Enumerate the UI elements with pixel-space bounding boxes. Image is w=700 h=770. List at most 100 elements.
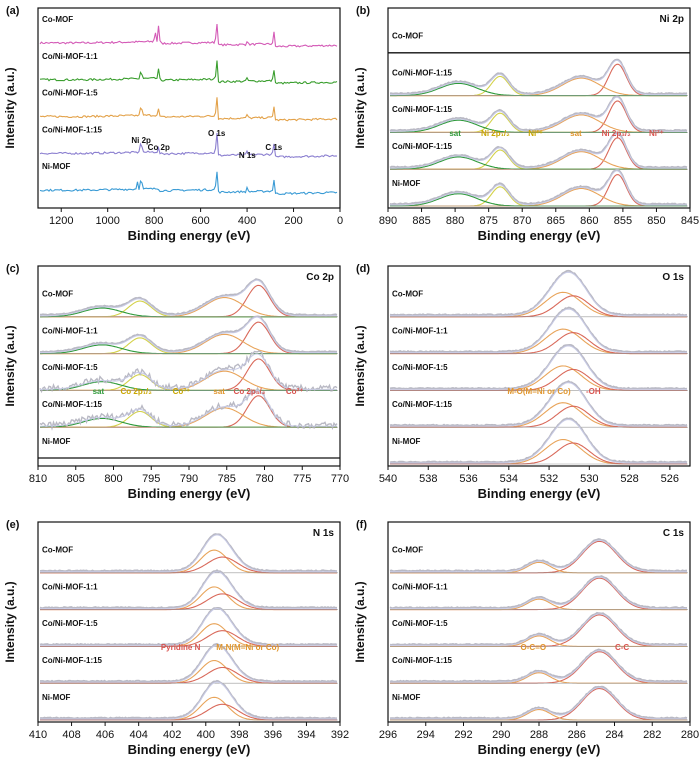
- peak-annotation: sat: [93, 387, 105, 396]
- x-axis-label: Binding energy (eV): [128, 742, 251, 757]
- fit-envelope: [390, 650, 687, 683]
- x-tick-label: 284: [605, 729, 623, 741]
- x-tick-label: 292: [454, 729, 472, 741]
- fit-envelope: [390, 539, 687, 573]
- x-tick-label: 870: [513, 215, 531, 227]
- x-tick-label: 392: [331, 729, 349, 741]
- plot-frame: [387, 265, 691, 467]
- x-tick-label: 845: [681, 215, 699, 227]
- x-tick-label: 880: [446, 215, 464, 227]
- fit-peak-red: [390, 688, 687, 721]
- x-tick-label: 530: [580, 473, 598, 485]
- x-tick-label: 850: [647, 215, 665, 227]
- chart-a: 1200 1000 800 600 400 200 0 Binding energy (eV)…: [3, 5, 343, 243]
- fit-envelope: [390, 613, 687, 646]
- x-tick-label: 600: [191, 215, 209, 227]
- peak-annotation: O 1s: [208, 129, 226, 138]
- peak-annotation: Ni 2p₃/₂: [602, 129, 631, 138]
- series-label: Co-MOF: [392, 290, 423, 299]
- series-label: Co/Ni-MOF-1:5: [42, 89, 98, 98]
- x-tick-label: 398: [230, 729, 248, 741]
- x-axis-label: Binding energy (eV): [478, 228, 601, 243]
- series-label: Co-MOF: [42, 546, 73, 555]
- raw-spectrum: [389, 417, 688, 464]
- series-line: [39, 60, 338, 85]
- panel-title: Co 2p: [306, 272, 334, 283]
- fit-envelope: [40, 534, 337, 573]
- x-tick-label: 860: [580, 215, 598, 227]
- fit-envelope: [40, 390, 337, 427]
- fit-peak-red: [390, 332, 687, 355]
- series-label: Co/Ni-MOF-1:15: [392, 400, 453, 409]
- x-axis-label: Binding energy (eV): [478, 742, 601, 757]
- raw-spectrum: [389, 168, 688, 206]
- x-tick-label: 534: [500, 473, 518, 485]
- x-tick-label: 404: [129, 729, 147, 741]
- fit-envelope: [390, 59, 687, 96]
- x-tick-label: 294: [417, 729, 435, 741]
- series-label: Co/Ni-MOF-1:5: [392, 619, 448, 628]
- fit-envelope: [40, 644, 337, 683]
- peak-annotation: M-O(M=Ni or Co): [507, 387, 571, 396]
- series-label: Co/Ni-MOF-1:1: [42, 582, 98, 591]
- peak-annotation: Co 2p₃/₂: [234, 387, 266, 396]
- x-tick-label: 540: [379, 473, 397, 485]
- raw-spectrum: [389, 611, 688, 646]
- x-tick-label: 296: [379, 729, 397, 741]
- raw-spectrum: [389, 685, 688, 720]
- peak-annotation: Ni 2p: [131, 136, 151, 145]
- fit-envelope: [390, 133, 687, 169]
- x-tick-label: 805: [67, 473, 85, 485]
- series-label: Ni-MOF: [392, 693, 421, 702]
- fit-peak-red: [390, 295, 687, 318]
- peak-annotation: Co²⁺: [173, 387, 191, 396]
- x-tick-label: 400: [197, 729, 215, 741]
- x-tick-label: 1200: [49, 215, 73, 227]
- x-axis-label: Binding energy (eV): [128, 228, 251, 243]
- y-axis-label: Intensity (a.u.): [3, 581, 17, 662]
- x-tick-label: 286: [568, 729, 586, 741]
- peak-annotation: O-C=O: [521, 643, 547, 652]
- raw-spectrum: [40, 278, 338, 317]
- raw-spectrum: [389, 538, 688, 573]
- x-tick-label: 396: [264, 729, 282, 741]
- series-line: [39, 97, 338, 122]
- panel-b: 890 885 880 875 870 865 860 855 850 845 Binding en…: [350, 0, 700, 258]
- raw-spectrum: [39, 315, 338, 354]
- x-axis-label: Binding energy (eV): [478, 486, 601, 501]
- x-tick-label: 775: [293, 473, 311, 485]
- series-label: Co/Ni-MOF-1:5: [42, 363, 98, 372]
- panel-title: Ni 2p: [660, 14, 684, 25]
- fit-envelope: [390, 576, 687, 610]
- panel-title: O 1s: [662, 272, 684, 283]
- series-label: Co/Ni-MOF-1:5: [42, 619, 98, 628]
- x-tick-label: 0: [337, 215, 343, 227]
- x-tick-label: 790: [180, 473, 198, 485]
- fit-peak-orange: [40, 549, 337, 574]
- panel-letter: (c): [6, 263, 20, 275]
- fit-peak-red: [390, 405, 687, 428]
- peak-annotation: sat: [213, 387, 225, 396]
- plot-frame: [387, 7, 691, 209]
- series-label: Co-MOF: [42, 15, 73, 24]
- peak-annotation: N 1s: [239, 151, 256, 160]
- x-tick-label: 865: [547, 215, 565, 227]
- fit-envelope: [40, 353, 337, 390]
- panel-letter: (b): [356, 5, 370, 17]
- series-label: Co-MOF: [392, 32, 423, 41]
- series-label: Co/Ni-MOF-1:5: [392, 363, 448, 372]
- raw-spectrum: [389, 269, 688, 317]
- series-label: Co/Ni-MOF-1:15: [392, 105, 453, 114]
- raw-spectrum: [39, 533, 338, 573]
- y-axis-label: Intensity (a.u.): [353, 325, 367, 406]
- raw-spectrum: [39, 569, 337, 610]
- fit-envelope: [40, 607, 337, 646]
- series-label: Co/Ni-MOF-1:15: [392, 656, 453, 665]
- raw-spectrum: [39, 679, 337, 720]
- series-line: [39, 132, 338, 159]
- panel-letter: (f): [356, 519, 367, 531]
- series-label: Co/Ni-MOF-1:15: [42, 400, 103, 409]
- series-label: Ni-MOF: [392, 179, 421, 188]
- peak-annotation: M-N(M=Ni or Co): [216, 643, 279, 652]
- x-tick-label: 800: [145, 215, 163, 227]
